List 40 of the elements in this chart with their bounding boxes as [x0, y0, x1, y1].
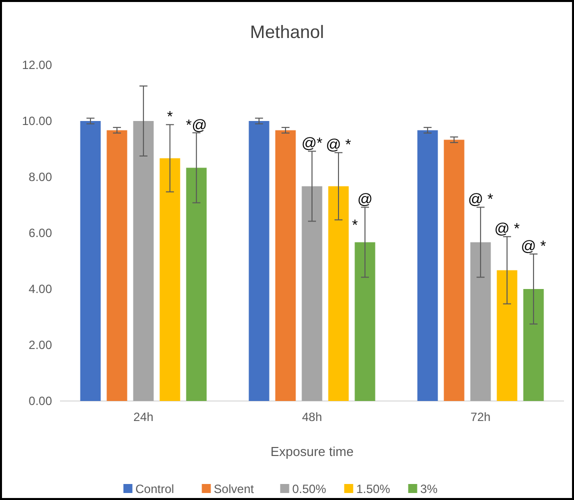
- x-tick-label: 72h: [470, 410, 491, 424]
- x-tick-label: 24h: [133, 410, 154, 424]
- y-tick-label: 4.00: [28, 282, 52, 296]
- bar: [160, 158, 180, 401]
- legend-label: 0.50%: [292, 482, 327, 496]
- bar: [354, 242, 376, 401]
- bar: [417, 130, 438, 401]
- bar: [80, 121, 101, 401]
- legend-label: Control: [135, 482, 174, 496]
- legend-label: 1.50%: [356, 482, 391, 496]
- annotation: @*: [301, 135, 323, 152]
- bar: [133, 121, 154, 401]
- bar: [302, 186, 322, 401]
- y-tick-label: 2.00: [28, 338, 52, 352]
- bar: [328, 186, 349, 401]
- bar: [186, 168, 207, 401]
- annotation: *@: [186, 116, 207, 134]
- annotation: @ *: [468, 191, 494, 208]
- legend-label: 3%: [420, 482, 438, 496]
- bar: [275, 130, 296, 401]
- y-tick-label: 12.00: [22, 58, 52, 72]
- annotation: @ *: [494, 220, 520, 238]
- y-tick-label: 0.00: [28, 394, 52, 408]
- bar: [496, 270, 518, 401]
- bar: [106, 130, 128, 401]
- y-tick-label: 8.00: [28, 170, 52, 184]
- bar: [470, 242, 491, 401]
- bar: [444, 140, 464, 401]
- x-tick-label: 48h: [302, 410, 322, 424]
- y-tick-label: 10.00: [22, 114, 52, 128]
- annotation: @ *: [352, 191, 373, 234]
- legend-label: Solvent: [214, 482, 254, 496]
- annotation: @ *: [520, 238, 546, 255]
- x-axis-title: Exposure time: [270, 444, 354, 459]
- bar: [523, 289, 544, 401]
- annotation: @ *: [326, 136, 352, 154]
- chart-title: Methanol: [250, 22, 324, 42]
- y-tick-label: 6.00: [28, 226, 52, 240]
- annotation: *: [167, 108, 173, 126]
- bar: [248, 121, 270, 401]
